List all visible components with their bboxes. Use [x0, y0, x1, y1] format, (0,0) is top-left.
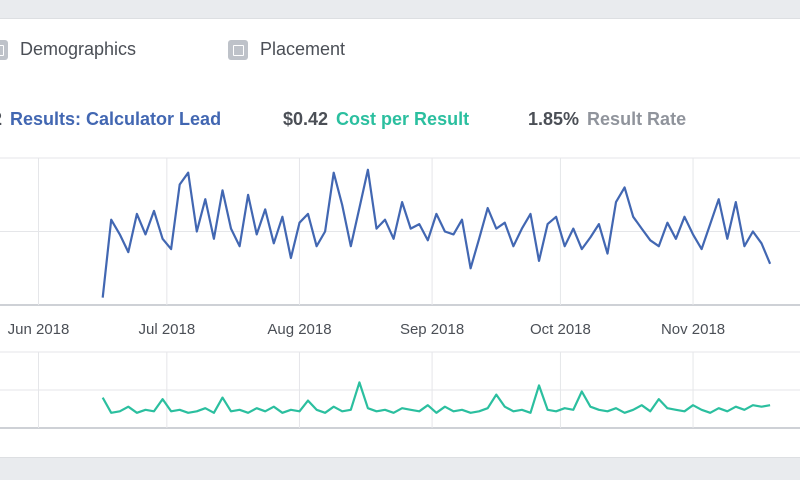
tab-label: Demographics: [20, 39, 137, 59]
x-tick-label: Jun 2018: [8, 321, 70, 338]
tab-label: Placement: [260, 39, 346, 59]
metric-value: $0.42: [283, 109, 329, 129]
metric: 1.85% Result Rate: [528, 109, 686, 130]
insights-panel: Demographics Placement 2 Results: Calcula…: [0, 18, 800, 458]
tab-icon: [228, 39, 248, 60]
x-tick-label: Oct 2018: [530, 321, 591, 338]
tab-placement[interactable]: Placement: [228, 39, 345, 60]
metric-value: 1.85%: [528, 109, 580, 129]
metric-label: Results: Calculator Lead: [10, 109, 222, 129]
data-line: [101, 381, 771, 414]
metric-value: 2: [0, 109, 2, 129]
x-tick-label: Jul 2018: [138, 321, 195, 338]
tab-demographics[interactable]: Demographics: [0, 39, 136, 60]
data-line: [101, 168, 772, 298]
metric: $0.42 Cost per Result: [283, 109, 469, 130]
x-tick-label: Nov 2018: [661, 321, 725, 338]
x-tick-label: Sep 2018: [400, 321, 464, 338]
x-tick-label: Aug 2018: [267, 321, 331, 338]
metric-label: Result Rate: [587, 109, 687, 129]
tab-icon: [0, 39, 8, 60]
metric-label: Cost per Result: [336, 109, 470, 129]
metric: 2 Results: Calculator Lead: [0, 109, 221, 130]
